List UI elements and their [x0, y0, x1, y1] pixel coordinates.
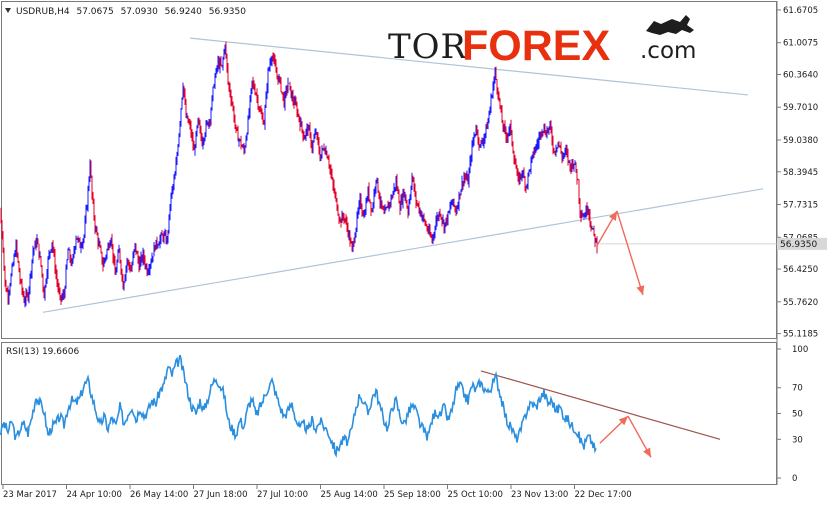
time-tick-label: 25 Sep 18:00	[384, 490, 441, 500]
price-tick-label: 59.0380	[783, 136, 818, 146]
rsi-forecast-head	[618, 416, 628, 426]
logo-text-tor: TOR	[388, 27, 468, 67]
price-tick-label: 57.7315	[783, 201, 818, 211]
price-tick-label: 56.4250	[783, 265, 818, 275]
time-tick-label: 27 Jul 10:00	[257, 490, 308, 500]
torforex-logo: TOR FOREX .com	[388, 15, 696, 70]
close-value: 56.9350	[209, 7, 246, 17]
resistance-trendline	[189, 37, 749, 96]
time-tick-label: 25 Oct 10:00	[448, 490, 503, 500]
price-axis-ticks: 61.6705 61.0075 60.3640 59.7010 59.0380 58.39…	[777, 6, 818, 340]
logo-text-domain: .com	[640, 38, 696, 64]
low-value: 56.9240	[165, 7, 202, 17]
time-tick-label: 26 May 14:00	[130, 490, 188, 500]
rsi-tick-label: 0	[792, 474, 797, 484]
rsi-tick-label: 100	[792, 345, 808, 355]
rsi-axis-ticks: 100 70 50 30 0	[777, 345, 808, 484]
time-tick-label: 23 Mar 2017	[3, 490, 57, 500]
open-value: 57.0675	[76, 7, 113, 17]
price-tick-label: 61.6705	[783, 6, 818, 16]
price-tick-label: 59.7010	[783, 103, 818, 113]
time-axis-ticks: 23 Mar 2017 24 Apr 10:00 26 May 14:00 27 Ju…	[2, 485, 632, 500]
price-tick-label: 55.1185	[783, 330, 818, 340]
chart-header: USDRUB,H4 57.0675 57.0930 56.9240 56.935…	[16, 7, 246, 17]
rsi-tick-label: 50	[792, 410, 803, 420]
current-price-marker	[777, 237, 827, 250]
rsi-forecast-arrow	[599, 415, 652, 458]
price-forecast-arrow	[596, 210, 645, 296]
high-value: 57.0930	[121, 7, 158, 17]
current-price-label: 56.9350	[780, 240, 817, 250]
bull-icon	[646, 15, 694, 35]
time-tick-label: 25 Aug 14:00	[321, 490, 378, 500]
time-tick-label: 27 Jun 18:00	[194, 490, 248, 500]
price-forecast-head	[609, 211, 617, 221]
rsi-label: RSI(13) 19.6606	[6, 347, 79, 357]
time-tick-label: 24 Apr 10:00	[67, 490, 122, 500]
time-tick-label: 22 Dec 17:00	[575, 490, 632, 500]
rsi-tick-label: 70	[792, 384, 803, 394]
price-candles	[0, 41, 777, 308]
price-tick-label: 58.3945	[783, 168, 818, 178]
rsi-tick-label: 30	[792, 435, 803, 445]
rsi-forecast-head	[643, 447, 651, 458]
price-forecast-segment	[616, 210, 644, 296]
symbol-label: USDRUB,H4	[16, 7, 70, 17]
time-tick-label: 23 Nov 13:00	[511, 490, 568, 500]
price-tick-label: 61.0075	[783, 39, 818, 49]
rsi-line	[0, 354, 597, 458]
rsi-trendline	[480, 370, 721, 440]
price-tick-label: 60.3640	[783, 70, 818, 80]
support-trendline	[42, 188, 764, 313]
logo-text-forex: FOREX	[462, 22, 610, 70]
price-forecast-head	[636, 285, 645, 296]
price-tick-label: 55.7620	[783, 298, 818, 308]
collapse-triangle-icon	[5, 8, 11, 13]
